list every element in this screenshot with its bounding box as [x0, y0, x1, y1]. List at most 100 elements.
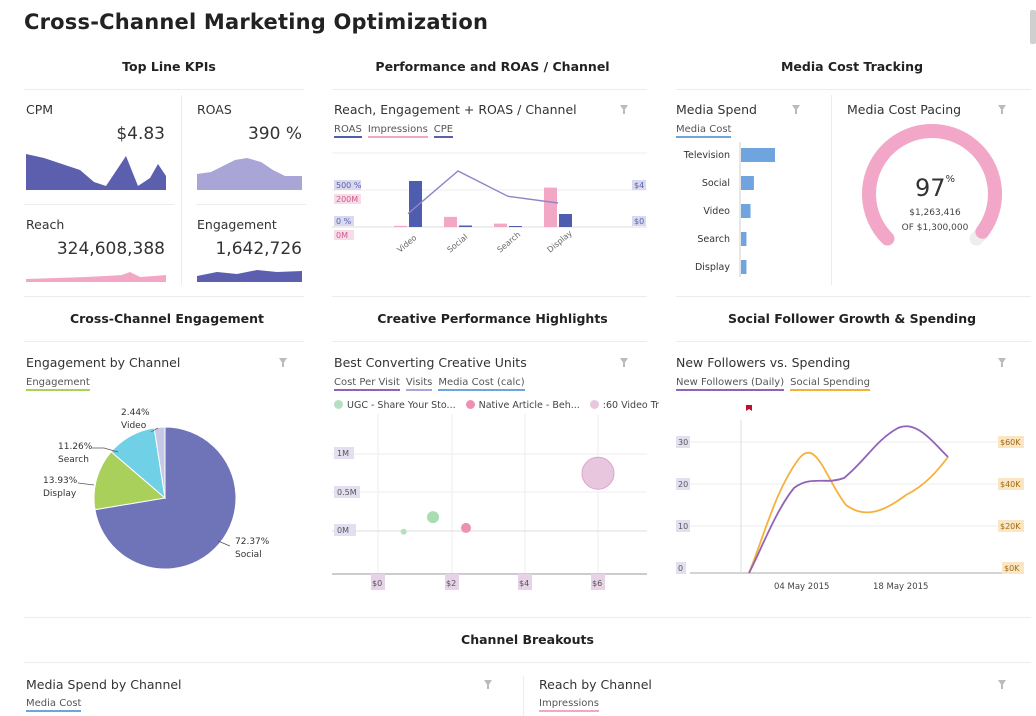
followers-chart: 30 20 10 0 $60K $40K $20K $0K 04 May 201…: [676, 405, 1024, 592]
spend-label-social: Social: [702, 178, 730, 189]
reach-left-tick-3: 0 %: [336, 217, 352, 226]
kpi-reach-sparkline: [26, 272, 166, 282]
kpi-cpm-label: CPM: [26, 102, 54, 117]
creative-legend: Cost Per Visit Visits Media Cost (calc): [334, 377, 525, 391]
filter-icon[interactable]: [620, 105, 628, 114]
bar-impressions-video: [394, 225, 407, 227]
marker-icon: [746, 405, 752, 411]
pacing-percent: 97%: [914, 174, 956, 202]
bar-roas-video: [409, 181, 422, 227]
section-title-social: Social Follower Growth & Spending: [727, 311, 977, 326]
bar-roas-social: [459, 225, 472, 227]
followers-left-tick-2: 20: [678, 480, 688, 489]
reach-left-tick-4: 0M: [336, 231, 348, 240]
followers-left-tick-3: 10: [678, 522, 688, 531]
page-title: Cross-Channel Marketing Optimization: [24, 10, 489, 34]
bubble-0: [400, 528, 407, 535]
media-spend-chart: Television Social Video Search Display: [683, 142, 775, 277]
followers-x-tick-2: 18 May 2015: [873, 582, 928, 592]
pie-label-social: Social: [235, 550, 262, 560]
reach-panel-legend: ROAS Impressions CPE: [334, 124, 454, 138]
spend-label-display: Display: [695, 262, 730, 273]
reach-x-tick-video: Video: [396, 233, 419, 254]
breakout-media-spend-title: Media Spend by Channel: [26, 677, 182, 692]
creative-x-tick-3: $4: [519, 579, 529, 588]
followers-title: New Followers vs. Spending: [676, 355, 851, 370]
reach-left-tick-1: 500 %: [336, 181, 362, 190]
bar-roas-display: [559, 214, 572, 227]
kpi-roas-sparkline: [197, 158, 302, 190]
spend-label-television: Television: [683, 150, 730, 161]
legend-social-spending: Social Spending: [790, 377, 870, 391]
legend-cpe: CPE: [433, 124, 454, 138]
spend-bar-television: [741, 148, 775, 162]
pie-slice-display: [93, 451, 167, 511]
followers-x-tick-1: 04 May 2015: [774, 582, 829, 592]
bubble-legend-native: Native Article - Beh...: [465, 400, 580, 411]
bar-roas-search: [509, 226, 522, 227]
followers-legend: New Followers (Daily) Social Spending: [676, 377, 870, 391]
pacing-amount: $1,263,416: [909, 208, 961, 218]
legend-engagement: Engagement: [26, 377, 90, 391]
filter-icon[interactable]: [998, 358, 1006, 367]
bubble-legend-video: :60 Video Tr: [589, 400, 659, 411]
breakout-media-spend-legend: Media Cost: [26, 698, 82, 712]
legend-media-cost: Media Cost: [676, 124, 732, 138]
breakout-reach-title: Reach by Channel: [539, 677, 652, 692]
kpi-engagement-label: Engagement: [197, 217, 277, 232]
section-title-creative: Creative Performance Highlights: [377, 311, 608, 326]
bubble-legend: UGC - Share Your Sto... Native Article -…: [334, 400, 659, 411]
kpi-cpm-sparkline: [26, 154, 166, 190]
spend-bar-display: [741, 260, 747, 274]
pie-slice-video: [153, 426, 166, 499]
followers-right-tick-2: $40K: [1000, 480, 1021, 489]
new-followers-line: [748, 425, 949, 574]
kpi-engagement-sparkline: [197, 270, 302, 282]
legend-new-followers: New Followers (Daily): [676, 377, 785, 391]
reach-x-tick-display: Display: [546, 229, 575, 255]
filter-icon[interactable]: [620, 358, 628, 367]
filter-icon[interactable]: [998, 105, 1006, 114]
spend-bar-search: [741, 232, 747, 246]
pacing-title: Media Cost Pacing: [847, 102, 962, 117]
creative-y-tick-3: 0M: [337, 526, 349, 535]
pie-label-search-pct: 11.26%: [58, 442, 93, 452]
legend-media-cost-calc: Media Cost (calc): [438, 377, 525, 391]
media-spend-title: Media Spend: [676, 102, 757, 117]
engagement-legend: Engagement: [26, 377, 90, 391]
legend-visits: Visits: [405, 377, 433, 391]
creative-y-tick-1: 1M: [337, 449, 349, 458]
scrollbar[interactable]: [1030, 10, 1036, 44]
pie-label-video-pct: 2.44%: [121, 408, 150, 418]
spend-label-video: Video: [703, 206, 730, 217]
bubble-3: [581, 456, 615, 490]
followers-left-tick-4: 0: [678, 564, 683, 573]
filter-icon[interactable]: [998, 680, 1006, 689]
kpi-engagement-value: 1,642,726: [215, 239, 302, 259]
reach-left-tick-2: 200M: [336, 195, 358, 204]
pacing-target: OF $1,300,000: [901, 223, 969, 233]
followers-left-tick-1: 30: [678, 438, 688, 447]
section-title-breakouts: Channel Breakouts: [461, 632, 594, 647]
engagement-pie: 72.37% Social 13.93% Display 11.26% Sear…: [43, 408, 270, 570]
reach-panel-title: Reach, Engagement + ROAS / Channel: [334, 102, 577, 117]
creative-x-tick-4: $6: [592, 579, 602, 588]
section-title-performance: Performance and ROAS / Channel: [375, 59, 610, 74]
filter-icon[interactable]: [279, 358, 287, 367]
kpi-reach-label: Reach: [26, 217, 65, 232]
reach-right-tick-2: $0: [634, 217, 644, 226]
followers-right-tick-4: $0K: [1004, 564, 1020, 573]
bar-impressions-display: [544, 187, 557, 227]
legend-roas: ROAS: [334, 124, 362, 138]
spend-bar-video: [741, 204, 751, 218]
bubble-legend-ugc: UGC - Share Your Sto...: [334, 400, 456, 411]
filter-icon[interactable]: [792, 105, 800, 114]
section-title-top-line: Top Line KPIs: [122, 59, 216, 74]
media-spend-legend: Media Cost: [676, 124, 732, 138]
legend-cost-per-visit: Cost Per Visit: [334, 377, 400, 391]
bubble-1: [427, 511, 439, 524]
legend-impressions: Impressions: [367, 124, 428, 138]
reach-x-tick-search: Search: [496, 230, 523, 255]
creative-title: Best Converting Creative Units: [334, 355, 527, 370]
filter-icon[interactable]: [484, 680, 492, 689]
